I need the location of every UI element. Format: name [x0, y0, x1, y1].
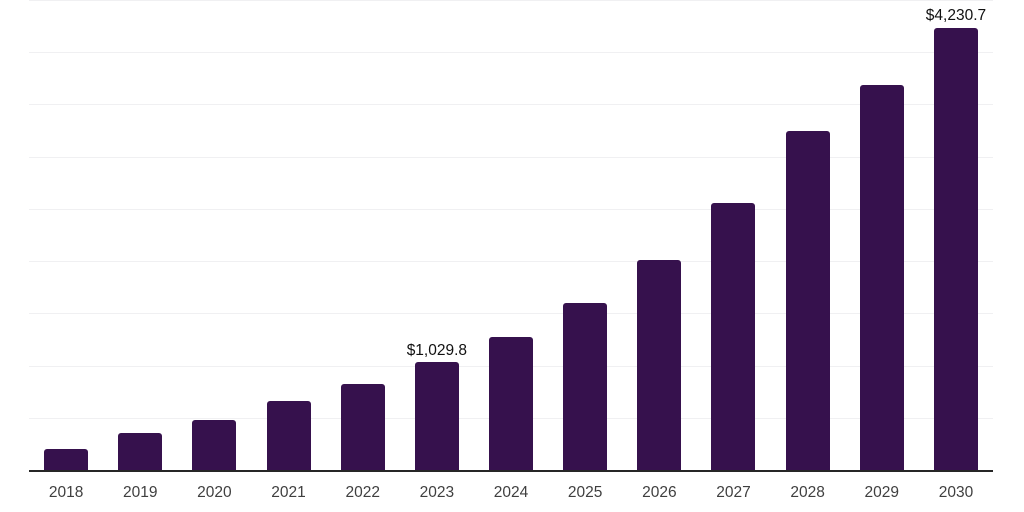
bar-group: $1,029.8	[400, 0, 474, 470]
bar-group	[103, 0, 177, 470]
bar	[637, 259, 682, 470]
bar	[859, 85, 904, 470]
bar	[118, 432, 163, 470]
gridline	[29, 104, 993, 106]
bar	[711, 203, 756, 470]
bar	[785, 130, 830, 470]
bar	[192, 419, 237, 470]
x-axis-tick-label: 2030	[938, 484, 974, 501]
x-axis-tick-labels: 2018 2019 2020 2021 2022 2023 2024 2025 2026 2027…	[29, 484, 993, 502]
gridline	[29, 261, 993, 263]
plot-area: $1,029.8 $4,230.7	[29, 0, 993, 470]
x-axis-tick-label: 2021	[271, 484, 306, 501]
bar-group	[326, 0, 400, 470]
x-axis-tick-label: 2018	[48, 484, 84, 501]
bar-group	[251, 0, 325, 470]
bar-group	[622, 0, 696, 470]
gridline	[29, 313, 993, 315]
gridline	[29, 52, 993, 54]
bars-container: $1,029.8 $4,230.7	[29, 0, 993, 470]
x-axis-line	[29, 470, 993, 472]
x-axis-tick-label: 2026	[642, 484, 677, 501]
bar	[44, 449, 89, 470]
bar-group	[474, 0, 548, 470]
bar-group	[696, 0, 770, 470]
bar	[933, 28, 978, 470]
x-axis-tick-label: 2029	[864, 484, 900, 501]
bar-value-label: $1,029.8	[406, 341, 468, 359]
x-axis-tick-label: 2027	[716, 484, 751, 501]
x-axis-tick-label: 2024	[493, 484, 529, 501]
x-axis-tick-label: 2019	[122, 484, 158, 501]
gridline	[29, 156, 993, 158]
bar	[266, 401, 311, 470]
bar-group	[177, 0, 251, 470]
x-axis-tick-label: 2020	[197, 484, 232, 501]
bar-group	[548, 0, 622, 470]
bar-group: $4,230.7	[919, 0, 993, 470]
bar-value-label: $4,230.7	[925, 7, 987, 25]
gridline	[29, 208, 993, 210]
bar	[489, 336, 534, 470]
gridline	[29, 0, 993, 1]
bar	[414, 362, 459, 470]
x-axis-tick-label: 2025	[567, 484, 603, 501]
x-axis-tick-label: 2028	[790, 484, 825, 501]
bar	[340, 384, 385, 470]
x-axis-tick-label: 2023	[419, 484, 455, 501]
bar-group	[771, 0, 845, 470]
x-axis-tick-label: 2022	[345, 484, 380, 501]
bar-group	[845, 0, 919, 470]
bar	[563, 302, 608, 470]
bar-group	[29, 0, 103, 470]
